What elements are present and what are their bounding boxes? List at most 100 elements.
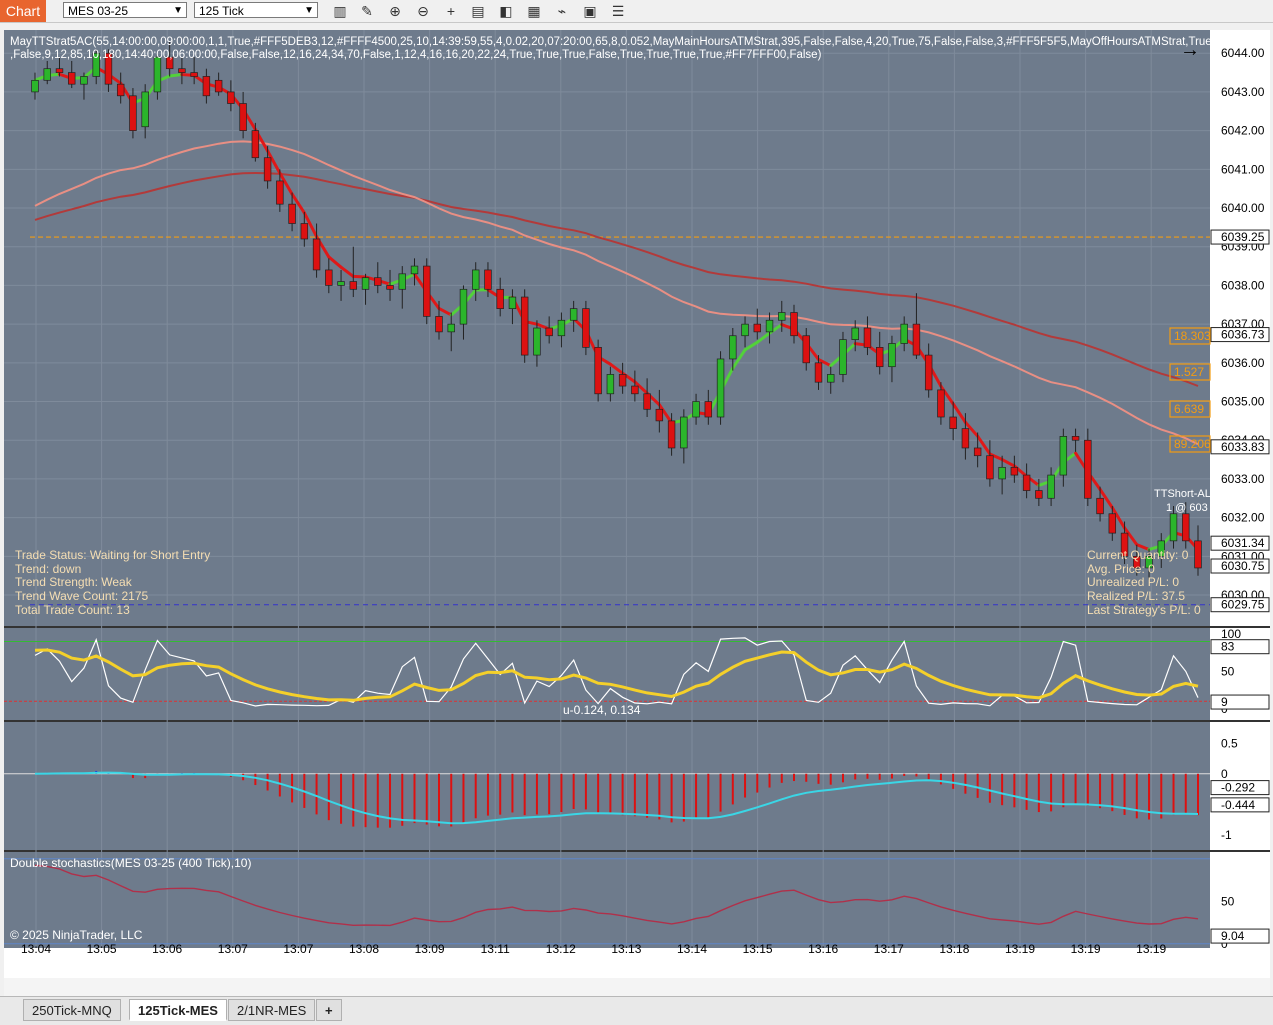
price-tick-label: 6033.00 <box>1221 472 1265 486</box>
arrow-right-icon[interactable]: → <box>1180 39 1200 61</box>
stoch-marker-box <box>1211 695 1269 709</box>
menu-icon[interactable]: ☰ <box>609 2 627 20</box>
candle-body <box>705 402 712 417</box>
candle-body <box>729 336 736 359</box>
stoch-marker-box <box>1211 640 1269 654</box>
candle-body <box>1023 475 1030 490</box>
candle-body <box>142 92 149 127</box>
candle-body <box>852 328 859 340</box>
oscillator-readout: u-0.124, 0.134 <box>563 703 641 717</box>
price-marker: 6033.83 <box>1211 440 1269 454</box>
macd-tick-label: 0 <box>1221 767 1228 781</box>
time-tick-label: 13:19 <box>1005 942 1035 956</box>
candle-body <box>913 324 920 355</box>
candle-body <box>130 96 137 131</box>
candle-body <box>497 289 504 308</box>
instrument-value: MES 03-25 <box>68 4 128 18</box>
strategy-params-line1: MayTTStrat5AC(55,14:00:00,09:00:00,1,1,T… <box>10 36 1212 48</box>
price-marker-text: 6029.75 <box>1221 598 1265 612</box>
candle-body <box>1182 514 1189 541</box>
stat-box-value: 6.639 <box>1174 402 1204 416</box>
time-tick-label: 13:11 <box>481 942 510 956</box>
candle-body <box>436 316 443 331</box>
data-box-icon[interactable]: ▤ <box>469 2 487 20</box>
tab-125tick-mes[interactable]: 125Tick-MES <box>129 999 227 1021</box>
add-tab-button[interactable]: + <box>316 999 342 1021</box>
candle-body <box>411 266 418 274</box>
properties-icon[interactable]: ◧ <box>497 2 515 20</box>
trend-segment <box>353 276 365 277</box>
chart-menu-button[interactable]: Chart <box>0 0 46 22</box>
horizontal-scrollbar[interactable] <box>4 978 1270 996</box>
price-marker: 6030.75 <box>1211 559 1269 573</box>
candle-body <box>778 313 785 321</box>
candle-body <box>485 270 492 289</box>
time-tick-label: 13:17 <box>874 942 904 956</box>
candle-body <box>607 374 614 393</box>
stoch2-tick-label: 50 <box>1221 894 1235 908</box>
candle-body <box>791 313 798 336</box>
price-tick-label: 6038.00 <box>1221 278 1265 292</box>
time-tick-label: 13:07 <box>283 942 313 956</box>
candle-body <box>1060 436 1067 475</box>
chart-toolbar: Chart MES 03-25 ▼ 125 Tick ▼ ▥ ✎ ⊕ ⊖ + ▤… <box>0 0 1273 23</box>
price-marker-text: 6031.34 <box>1221 536 1265 550</box>
candle-body <box>987 456 994 479</box>
price-marker-text: 6030.75 <box>1221 559 1265 573</box>
candle-body <box>423 266 430 316</box>
price-tick-label: 6040.00 <box>1221 201 1265 215</box>
candle-body <box>1035 491 1042 499</box>
time-tick-label: 13:16 <box>808 942 838 956</box>
price-marker: 6036.73 <box>1211 328 1269 342</box>
candle-body <box>521 297 528 355</box>
candle-body <box>179 69 186 73</box>
price-panel[interactable] <box>4 30 1210 626</box>
candle-body <box>1170 514 1177 541</box>
trend-strength: Trend Strength: Weak <box>15 575 133 589</box>
candle-body <box>595 347 602 393</box>
templates-icon[interactable]: ▣ <box>581 2 599 20</box>
crosshair-icon[interactable]: + <box>442 2 460 20</box>
candle-body <box>619 374 626 386</box>
candle-body <box>925 355 932 390</box>
bar-style-icon[interactable]: ▥ <box>331 2 349 20</box>
price-marker-text: 6039.25 <box>1221 230 1265 244</box>
candle-body <box>742 324 749 336</box>
price-marker-text: 6033.83 <box>1221 440 1265 454</box>
candle-body <box>558 320 565 335</box>
interval-selector[interactable]: 125 Tick ▼ <box>194 2 318 18</box>
indicators-icon[interactable]: ▦ <box>525 2 543 20</box>
candle-body <box>215 80 222 92</box>
stoch2-title: Double stochastics(MES 03-25 (400 Tick),… <box>10 856 251 870</box>
trade-status: Trade Status: Waiting for Short Entry <box>15 548 210 562</box>
zoom-in-icon[interactable]: ⊕ <box>386 2 404 20</box>
zoom-out-icon[interactable]: ⊖ <box>414 2 432 20</box>
candle-body <box>546 328 553 336</box>
candle-body <box>668 421 675 448</box>
candle-body <box>974 448 981 456</box>
candle-body <box>1109 514 1116 533</box>
time-tick-label: 13:18 <box>939 942 969 956</box>
current-quantity: Current Quantity: 0 <box>1087 548 1189 562</box>
chevron-down-icon: ▼ <box>173 3 183 19</box>
time-tick-label: 13:13 <box>611 942 641 956</box>
strategies-icon[interactable]: ⌁ <box>553 2 571 20</box>
candle-body <box>1072 436 1079 440</box>
draw-icon[interactable]: ✎ <box>358 2 376 20</box>
macd-panel[interactable] <box>4 722 1210 850</box>
candle-body <box>754 324 761 332</box>
candle-body <box>387 285 394 289</box>
stat-box-value: 1.527 <box>1174 365 1204 379</box>
price-marker: 6039.25 <box>1211 230 1269 244</box>
tab-2-1nr-mes[interactable]: 2/1NR-MES <box>228 999 315 1021</box>
tab-250tick-mnq[interactable]: 250Tick-MNQ <box>23 999 121 1021</box>
time-tick-label: 13:06 <box>152 942 182 956</box>
copyright: © 2025 NinjaTrader, LLC <box>10 928 143 942</box>
candle-body <box>1011 467 1018 475</box>
candle-body <box>374 278 381 286</box>
time-tick-label: 13:14 <box>677 942 707 956</box>
instrument-selector[interactable]: MES 03-25 ▼ <box>63 2 187 18</box>
candle-body <box>901 324 908 343</box>
time-tick-label: 13:04 <box>21 942 51 956</box>
